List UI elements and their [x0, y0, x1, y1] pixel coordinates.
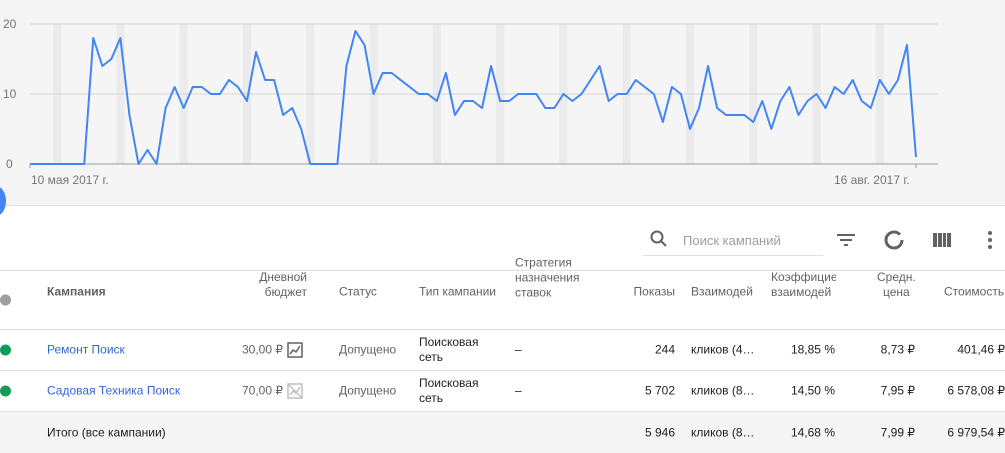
total-avg-cost: 7,99 ₽: [881, 425, 915, 440]
header-strategy-line3: ставок: [515, 286, 551, 300]
header-rate-line2: взаимодей: [771, 285, 831, 299]
daily-budget: 30,00 ₽: [242, 343, 283, 358]
total-cost: 6 979,54 ₽: [947, 425, 1005, 440]
x-end-label: 16 авг. 2017 г.: [834, 173, 910, 187]
campaign-name-link[interactable]: Ремонт Поиск: [47, 343, 125, 358]
interaction-rate: 14,50 %: [791, 384, 835, 399]
total-interactions: кликов (8…: [691, 425, 755, 440]
header-type[interactable]: Тип кампании: [419, 285, 496, 300]
status: Допущено: [339, 384, 396, 399]
status-dot-enabled: [0, 386, 11, 397]
header-budget-line1: Дневной: [259, 270, 307, 284]
y-tick-20: 20: [3, 17, 16, 31]
bid-strategy: –: [515, 343, 522, 358]
interactions: кликов (4…: [691, 343, 755, 358]
header-strategy-line2: назначения: [515, 271, 579, 285]
segment-icon[interactable]: [882, 228, 906, 252]
search-campaigns-input[interactable]: Поиск кампаний: [643, 225, 823, 256]
more-icon[interactable]: [978, 228, 1002, 252]
header-interactions[interactable]: Взаимодей: [691, 285, 753, 300]
campaign-type-line1: Поисковая: [419, 335, 478, 349]
search-icon: [649, 229, 669, 254]
header-cost[interactable]: Стоимость: [944, 285, 1004, 300]
header-rate-line1: Коэффицие: [771, 270, 836, 284]
total-impressions: 5 946: [645, 425, 675, 440]
total-label: Итого (все кампании): [47, 425, 166, 440]
status-header-dot[interactable]: [0, 295, 11, 306]
chart-disabled-icon[interactable]: [287, 383, 303, 404]
x-start-label: 10 мая 2017 г.: [31, 173, 109, 187]
impressions: 244: [655, 343, 675, 358]
header-strategy-line1: Стратегия: [515, 256, 572, 270]
y-tick-0: 0: [6, 157, 13, 171]
campaign-name-link[interactable]: Садовая Техника Поиск: [47, 384, 180, 399]
campaign-type-line2: сеть: [419, 391, 443, 405]
columns-icon[interactable]: [930, 228, 954, 252]
header-status[interactable]: Статус: [339, 285, 377, 300]
search-placeholder: Поиск кампаний: [683, 233, 781, 248]
y-tick-10: 10: [3, 87, 16, 101]
interactions: кликов (8…: [691, 384, 755, 399]
avg-cost: 8,73 ₽: [881, 343, 915, 358]
cost: 401,46 ₽: [957, 343, 1005, 358]
campaign-type-line2: сеть: [419, 350, 443, 364]
header-campaign[interactable]: Кампания: [47, 285, 106, 300]
interaction-rate: 18,85 %: [791, 343, 835, 358]
series-line: [30, 31, 916, 164]
header-avg-cost[interactable]: Средн.цена: [877, 270, 916, 300]
table-row: Садовая Техника Поиск 70,00 ₽ Допущено П…: [0, 371, 1005, 412]
header-impressions[interactable]: Показы: [634, 285, 675, 300]
cost: 6 578,08 ₽: [947, 384, 1005, 399]
avg-cost: 7,95 ₽: [881, 384, 915, 399]
table-toolbar: Поиск кампаний: [0, 220, 1005, 260]
impressions: 5 702: [645, 384, 675, 399]
daily-budget: 70,00 ₽: [242, 384, 283, 399]
filter-icon[interactable]: [834, 228, 858, 252]
total-interaction-rate: 14,68 %: [791, 425, 835, 440]
performance-chart: 20 10 0 10 мая 2017 г. 16 авг. 2017 г.: [0, 0, 1005, 206]
status: Допущено: [339, 343, 396, 358]
header-avg-cost-line1: Средн.: [877, 270, 916, 284]
header-avg-cost-line2: цена: [883, 285, 910, 299]
header-budget-line2: бюджет: [265, 285, 307, 299]
total-row: Итого (все кампании) 5 946 кликов (8… 14…: [0, 412, 1005, 453]
chart-icon[interactable]: [287, 342, 303, 363]
status-dot-enabled: [0, 345, 11, 356]
campaign-type-line1: Поисковая: [419, 376, 478, 390]
bid-strategy: –: [515, 384, 522, 399]
